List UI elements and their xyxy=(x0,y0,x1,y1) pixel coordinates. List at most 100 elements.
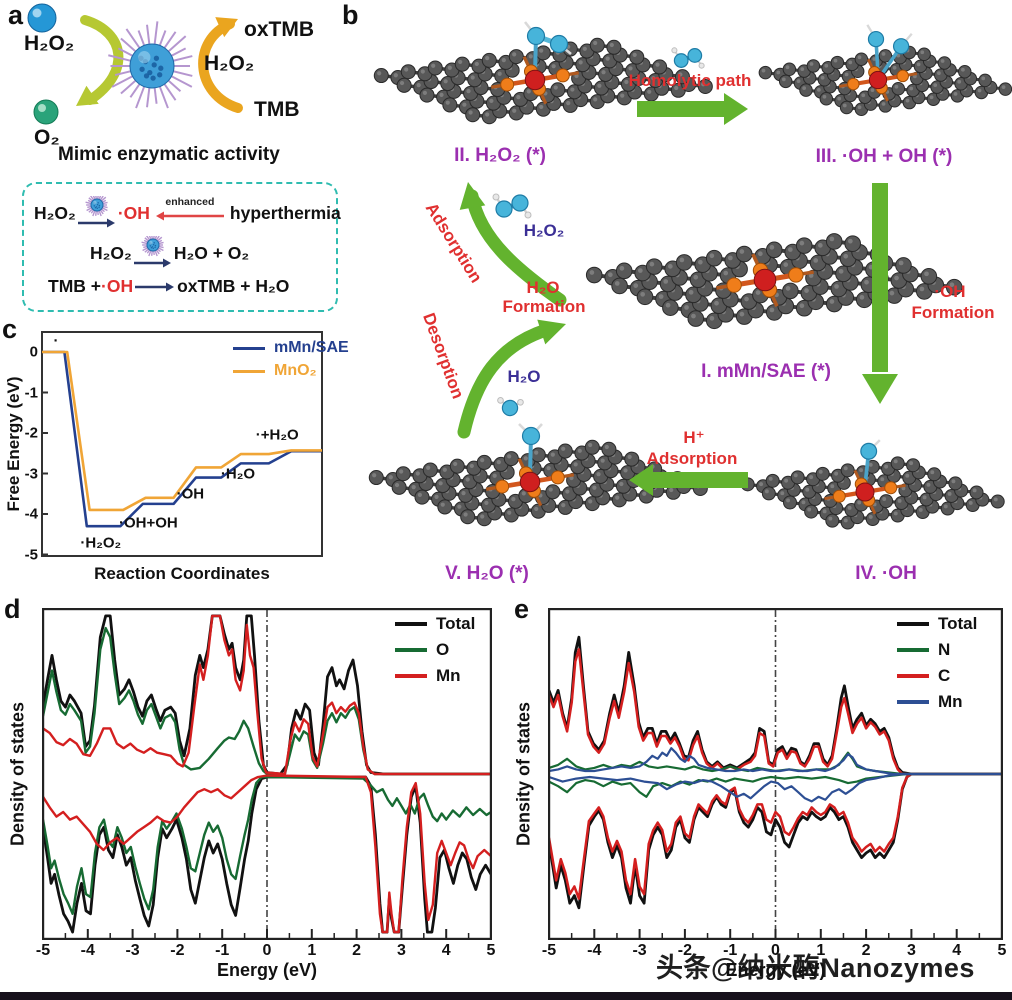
reaction-1: H₂O₂ ·OH enhanced hyperthermia xyxy=(34,196,341,230)
reverse-red-arrow-icon xyxy=(155,211,224,221)
d-xtick-label: 4 xyxy=(441,942,451,959)
e-xtick-label: -2 xyxy=(677,942,693,959)
e-xtick-label: 2 xyxy=(861,942,871,959)
d-y-axis-title: Density of states xyxy=(7,701,28,847)
legend-label: C xyxy=(938,666,951,685)
e-xtick-label: 0 xyxy=(771,942,780,959)
panel-d-label: d xyxy=(4,594,21,624)
r3-lhs: TMB + xyxy=(48,276,101,296)
e-xtick-label: 1 xyxy=(816,942,826,959)
c-annotation: ·OH xyxy=(176,485,205,503)
oxtmb-label: oxTMB xyxy=(244,18,314,41)
d-xtick-label: -1 xyxy=(215,942,230,959)
h2o2-molecule-label: H₂O₂ xyxy=(523,221,565,240)
legend-line-icon xyxy=(395,622,427,626)
structure-v-h2o-adsorbed xyxy=(368,423,708,527)
c-ytick-label: -4 xyxy=(24,505,38,523)
c-x-axis-title: Reaction Coordinates xyxy=(94,564,270,583)
d-xtick-label: -2 xyxy=(170,942,185,959)
panel-b-label: b xyxy=(342,0,359,30)
c-annotation: ·H₂O xyxy=(220,465,256,482)
d-legend-item: O xyxy=(395,640,449,660)
bottom-strip xyxy=(0,992,1012,1000)
reaction-2: H₂O₂ H₂O + O₂ xyxy=(90,236,249,270)
e-xtick-label: 4 xyxy=(952,942,962,959)
r1-reactant: H₂O₂ xyxy=(34,202,76,223)
homolytic-path-label: Homolytic path xyxy=(628,71,752,90)
c-annotation: ·OH+OH xyxy=(119,514,178,532)
d-xtick-label: -5 xyxy=(35,942,51,959)
oh-formation-label-2: Formation xyxy=(911,303,995,322)
h2o-formation-label-1: H₂O xyxy=(526,278,560,297)
h2o-molecule-label: H₂O xyxy=(507,367,541,386)
reaction-3: TMB + ·OH oxTMB + H₂O xyxy=(48,276,289,297)
c-y-axis-title: Free Energy (eV) xyxy=(4,376,23,512)
c-legend-item: mMn/SAE xyxy=(233,339,349,357)
c-ytick-label: -1 xyxy=(24,384,38,401)
r2-reactant: H₂O₂ xyxy=(90,242,132,263)
legend-line-icon xyxy=(233,369,265,373)
e-legend-item: Mn xyxy=(897,692,963,712)
e-y-axis-title: Density of states xyxy=(513,701,534,847)
d-xtick-label: -3 xyxy=(125,942,140,959)
e-legend-item: C xyxy=(897,666,950,686)
h-adsorption-label-2: Adsorption xyxy=(646,449,738,468)
c-ytick-label: -3 xyxy=(24,465,38,482)
free-energy-chart xyxy=(41,331,323,557)
d-xtick-label: 1 xyxy=(307,942,317,959)
h2o2-right-label: H₂O₂ xyxy=(204,52,255,75)
e-xtick-label: 3 xyxy=(906,942,916,959)
watermark: 头条@纳米酶Nanozymes xyxy=(656,953,975,983)
state-v-label: V. H₂O (*) xyxy=(445,563,529,584)
legend-label: O xyxy=(436,640,450,659)
d-xtick-label: -4 xyxy=(80,942,95,959)
e-xtick-label: -5 xyxy=(541,942,557,959)
c-ytick-label: 0 xyxy=(29,343,38,361)
h2o-molecule-icon xyxy=(497,397,524,417)
h2o2-molecule-icon xyxy=(671,47,705,69)
r3-radical: ·OH xyxy=(101,276,134,296)
r1-source: hyperthermia xyxy=(229,202,341,223)
r1-radical: ·OH xyxy=(117,202,150,223)
state-iii-label: III. ·OH + OH (*) xyxy=(815,146,953,167)
dos-chart-mmn-sae xyxy=(548,608,1003,940)
d-legend-item: Total xyxy=(395,614,475,634)
h2o2-left-label: H₂O₂ xyxy=(24,32,75,55)
d-xtick-label: 3 xyxy=(396,942,406,959)
c-ytick-label: -5 xyxy=(24,546,38,563)
catalyst-arrow-icon xyxy=(133,236,171,268)
cycle-arrows xyxy=(457,93,898,496)
d-xtick-label: 0 xyxy=(262,942,272,959)
o2-label: O₂ xyxy=(34,126,60,149)
legend-line-icon xyxy=(897,648,929,652)
r1-enhanced-arrow: enhanced xyxy=(152,196,228,226)
d-legend-item: Mn xyxy=(395,666,461,686)
d-xtick-label: 5 xyxy=(486,942,496,959)
panel-c-label: c xyxy=(2,314,18,344)
panel-e-label: e xyxy=(514,594,530,624)
legend-line-icon xyxy=(395,674,427,678)
state-ii-label: II. H₂O₂ (*) xyxy=(454,145,546,166)
e-legend-item: N xyxy=(897,640,950,660)
h-adsorption-label-1: H⁺ xyxy=(683,428,705,447)
c-annotation: ·H₂O₂ xyxy=(80,534,122,552)
legend-line-icon xyxy=(395,648,427,652)
legend-label: Total xyxy=(436,614,476,633)
legend-line-icon xyxy=(897,674,929,678)
h2o-formation-label-2: Formation xyxy=(502,297,586,316)
state-iv-label: IV. ·OH xyxy=(855,563,917,584)
reactions-box: H₂O₂ ·OH enhanced hyperthermia H₂O₂ H₂O … xyxy=(22,182,341,312)
panel-a-illustration xyxy=(27,3,243,125)
enhanced-label: enhanced xyxy=(165,196,215,208)
h2o2-molecule-icon xyxy=(492,193,532,219)
mimic-activity-caption: Mimic enzymatic activity xyxy=(58,144,280,165)
legend-label: Total xyxy=(938,614,978,633)
e-legend-item: Total xyxy=(897,614,977,634)
structure-ii-h2o2-adsorbed xyxy=(373,21,713,125)
c-annotation: · xyxy=(53,332,59,350)
e-x-axis-title: Energy (eV) xyxy=(725,960,826,980)
dos-chart-mno2 xyxy=(42,608,492,940)
structure-iii-oh-oh xyxy=(758,24,1012,117)
c-legend-item: MnO₂ xyxy=(233,362,317,380)
